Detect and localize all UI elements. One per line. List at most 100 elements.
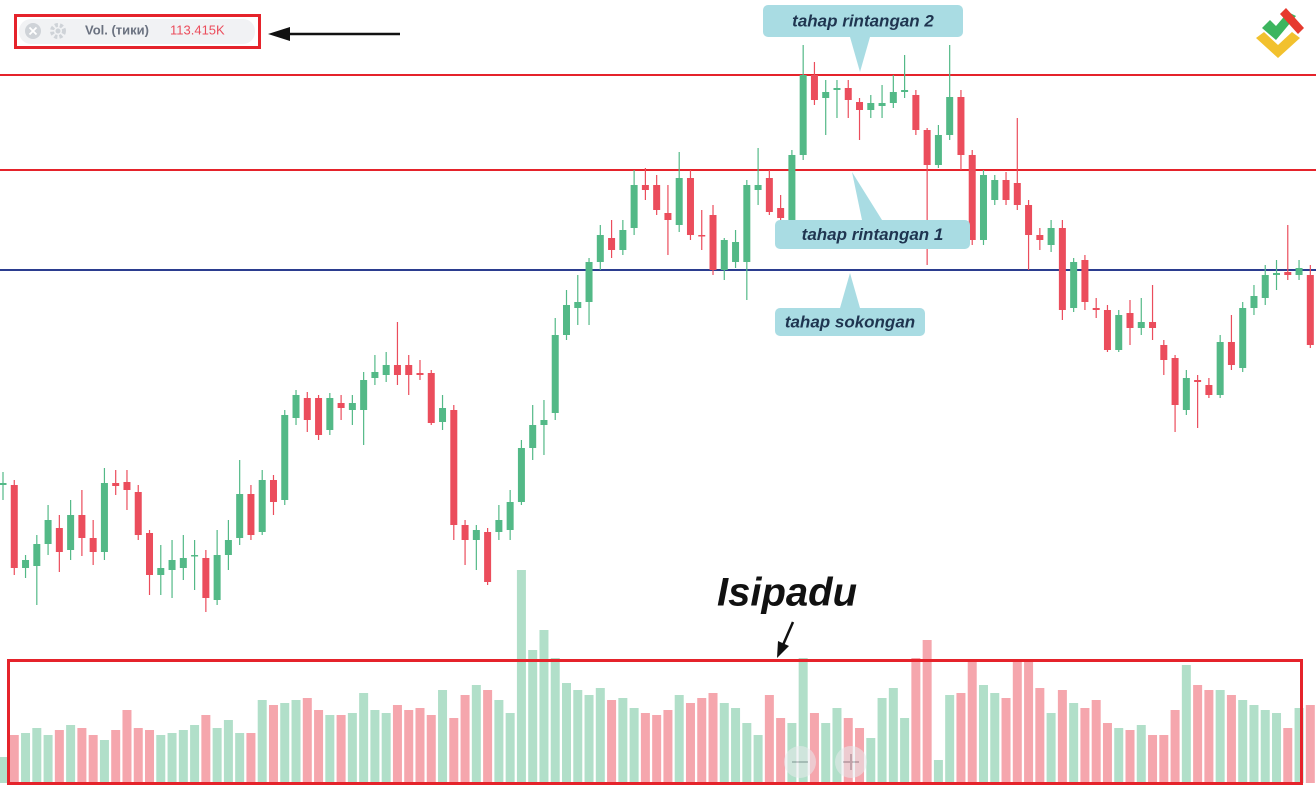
level-label: tahap rintangan 2 xyxy=(792,11,934,30)
candle-body xyxy=(146,533,154,575)
volume-bar xyxy=(708,693,718,783)
candle-body xyxy=(213,555,221,600)
volume-bar xyxy=(438,690,448,783)
volume-bar xyxy=(235,733,245,783)
volume-bar xyxy=(595,688,605,783)
candle-body xyxy=(44,520,52,544)
candle-body xyxy=(326,398,334,430)
candle-body xyxy=(1261,275,1269,298)
candle-body xyxy=(89,538,97,552)
candle-body xyxy=(675,178,683,225)
volume-bar xyxy=(21,733,31,783)
volume-bar xyxy=(99,740,109,783)
candle-body xyxy=(720,240,728,270)
candle-body xyxy=(810,75,818,100)
volume-bar xyxy=(866,738,876,783)
candle-body xyxy=(1081,260,1089,302)
volume-bar xyxy=(697,698,707,783)
volume-bar xyxy=(460,695,470,783)
volume-bar xyxy=(1102,723,1112,783)
volume-bar xyxy=(900,718,910,783)
candle-body xyxy=(653,185,661,210)
volume-bar xyxy=(156,735,166,783)
volume-bar xyxy=(223,720,233,783)
volume-bar xyxy=(821,723,831,783)
candle-body xyxy=(1137,322,1145,328)
callout-pointer xyxy=(852,172,882,220)
candle-body xyxy=(292,395,300,418)
candle-body xyxy=(1115,315,1123,350)
volume-bar xyxy=(1193,685,1203,783)
volume-bar xyxy=(1024,660,1034,783)
candle-body xyxy=(709,215,717,270)
candle-body xyxy=(1126,313,1134,328)
candle-body xyxy=(67,515,75,550)
settings-icon[interactable] xyxy=(50,23,66,39)
candle-body xyxy=(10,485,18,568)
volume-bar xyxy=(392,705,402,783)
candle-body xyxy=(878,103,886,106)
volume-bar xyxy=(133,728,143,783)
volume-bar xyxy=(1057,690,1067,783)
volume-bar xyxy=(832,708,842,783)
level-label: tahap rintangan 1 xyxy=(802,225,944,244)
arrow-head xyxy=(268,27,290,41)
candle-body xyxy=(168,560,176,570)
legend: Vol. (тики) 113.415K xyxy=(14,14,261,49)
volume-bar xyxy=(584,695,594,783)
volume-bar xyxy=(539,630,549,783)
volume-bar xyxy=(719,703,729,783)
volume-bar xyxy=(505,713,515,783)
legend-arrow xyxy=(268,27,400,41)
candle-body xyxy=(123,482,131,490)
candle-body xyxy=(236,494,244,538)
volume-bar xyxy=(764,695,774,783)
legend-value: 113.415K xyxy=(170,22,225,37)
volume-bar xyxy=(753,735,763,783)
volume-bar xyxy=(1136,725,1146,783)
candle-body xyxy=(1205,385,1213,395)
candle-body xyxy=(844,88,852,100)
volume-bar xyxy=(1294,708,1304,783)
candle-body xyxy=(191,555,199,557)
candle-body xyxy=(416,373,424,375)
volume-bar xyxy=(483,690,493,783)
logo-lower xyxy=(1256,32,1300,58)
candle-body xyxy=(923,130,931,165)
volume-bar xyxy=(268,705,278,783)
candle-body xyxy=(1160,345,1168,360)
level-label: tahap sokongan xyxy=(785,312,915,331)
volume-bar xyxy=(640,713,650,783)
settings-icon-center xyxy=(55,28,61,34)
candle-body xyxy=(1092,308,1100,310)
volume-bar xyxy=(370,710,380,783)
candle-body xyxy=(337,403,345,408)
candle-body xyxy=(1013,183,1021,205)
volume-bar xyxy=(1283,728,1293,783)
candle-body xyxy=(1025,205,1033,235)
candle-body xyxy=(912,95,920,130)
candle-body xyxy=(22,560,30,568)
candle-body xyxy=(732,242,740,262)
volume-bar xyxy=(0,757,8,783)
candle-body xyxy=(360,380,368,410)
candle-body xyxy=(1295,268,1303,275)
volume-bar xyxy=(607,700,617,783)
volume-bar xyxy=(246,733,256,783)
candle-body xyxy=(957,97,965,155)
candle-body xyxy=(1002,180,1010,200)
zoom-controls xyxy=(784,746,867,778)
candle-body xyxy=(393,365,401,375)
volume-bar xyxy=(618,698,628,783)
volume-bar xyxy=(911,658,921,783)
volume-bar xyxy=(336,715,346,783)
candle-body xyxy=(563,305,570,335)
volume-bar xyxy=(1046,713,1056,783)
volume-bar xyxy=(1226,695,1236,783)
arrow-head xyxy=(777,641,789,658)
legend-background xyxy=(19,19,255,44)
volume-bar xyxy=(190,725,200,783)
volume-bar xyxy=(652,715,662,783)
candle-body xyxy=(619,230,627,250)
candle-body xyxy=(551,335,559,413)
